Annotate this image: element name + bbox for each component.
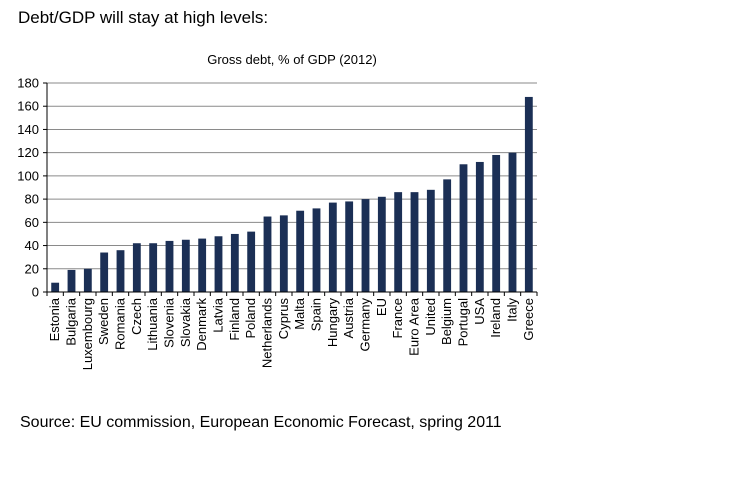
x-category-label: Sweden — [96, 298, 111, 345]
bar-latvia — [214, 236, 223, 292]
x-category-label: Czech — [129, 298, 144, 335]
bar-finland — [230, 233, 239, 292]
bar-poland — [247, 231, 256, 292]
bar-usa — [475, 161, 484, 292]
x-category-label: Greece — [521, 298, 536, 341]
y-tick-label: 40 — [25, 238, 39, 253]
page-heading: Debt/GDP will stay at high levels: — [18, 8, 269, 27]
bar-spain — [312, 208, 321, 292]
x-category-label: France — [390, 298, 405, 338]
bar-estonia — [51, 282, 60, 292]
x-category-label: Lithuania — [145, 297, 160, 351]
y-tick-label: 100 — [17, 168, 39, 183]
bar-portugal — [459, 164, 468, 292]
axes — [43, 82, 538, 296]
x-category-labels: Estonia Bulgaria Luxembourg Sweden Romania Cz… — [47, 297, 536, 370]
x-category-label: EU — [374, 298, 389, 316]
chart-title: Gross debt, % of GDP (2012) — [207, 52, 377, 67]
y-tick-label: 160 — [17, 99, 39, 114]
y-tick-labels: 0 20 40 60 80 100 120 140 160 180 — [17, 76, 39, 300]
bar-cyprus — [279, 215, 288, 292]
x-category-label: Netherlands — [260, 298, 275, 369]
x-category-label: Estonia — [47, 297, 62, 341]
bar-czech — [132, 243, 141, 292]
y-tick-label: 80 — [25, 192, 39, 207]
source-note: Source: EU commission, European Economic… — [20, 414, 502, 431]
bar-slovenia — [165, 240, 174, 292]
x-category-label: United — [423, 298, 438, 336]
bar-italy — [508, 152, 517, 292]
x-category-label: Slovakia — [178, 297, 193, 347]
x-category-label: Cyprus — [276, 298, 291, 340]
bar-slovakia — [181, 239, 190, 292]
y-tick-label: 60 — [25, 215, 39, 230]
x-category-label: Slovenia — [162, 297, 177, 348]
x-category-label: Portugal — [456, 298, 471, 347]
x-category-label: Italy — [505, 298, 520, 322]
x-category-label: Austria — [341, 297, 356, 338]
bar-chart: Gross debt, % of GDP (2012) 0 20 40 60 80 100… — [17, 52, 538, 370]
bar-austria — [345, 201, 354, 292]
bar-germany — [361, 199, 370, 292]
x-category-label: Ireland — [488, 298, 503, 338]
x-category-label: Finland — [227, 298, 242, 341]
bar-netherlands — [263, 216, 272, 292]
gridlines — [47, 82, 537, 270]
y-tick-label: 120 — [17, 145, 39, 160]
x-category-label: Belgium — [439, 298, 454, 345]
x-category-label: Latvia — [211, 297, 226, 332]
bar-united — [426, 189, 435, 292]
x-category-label: Denmark — [194, 298, 209, 351]
bar-lithuania — [149, 243, 158, 292]
x-category-label: Germany — [358, 298, 373, 352]
bar-france — [394, 192, 403, 292]
bar-hungary — [328, 202, 337, 292]
bar-eu — [377, 196, 386, 292]
x-category-label: USA — [472, 298, 487, 325]
bar-denmark — [198, 238, 207, 292]
x-category-label: Romania — [113, 297, 128, 350]
x-category-label: Poland — [243, 298, 258, 338]
x-category-label: Hungary — [325, 298, 340, 348]
bar-luxembourg — [83, 268, 92, 292]
bar-malta — [296, 210, 305, 292]
x-category-label: Spain — [309, 298, 324, 331]
y-tick-label: 0 — [32, 285, 39, 300]
y-tick-label: 140 — [17, 122, 39, 137]
x-category-label: Luxembourg — [80, 298, 95, 370]
bar-greece — [524, 96, 533, 292]
y-tick-label: 180 — [17, 76, 39, 91]
bars — [51, 96, 533, 292]
bar-romania — [116, 250, 125, 292]
x-category-label: Malta — [292, 297, 307, 330]
y-tick-label: 20 — [25, 261, 39, 276]
bar-euro-area — [410, 192, 419, 292]
bar-sweden — [100, 252, 109, 292]
bar-ireland — [492, 154, 501, 292]
bar-belgium — [443, 179, 452, 292]
bar-bulgaria — [67, 269, 76, 292]
x-category-label: Bulgaria — [64, 297, 79, 345]
x-category-label: Euro Area — [407, 297, 422, 356]
